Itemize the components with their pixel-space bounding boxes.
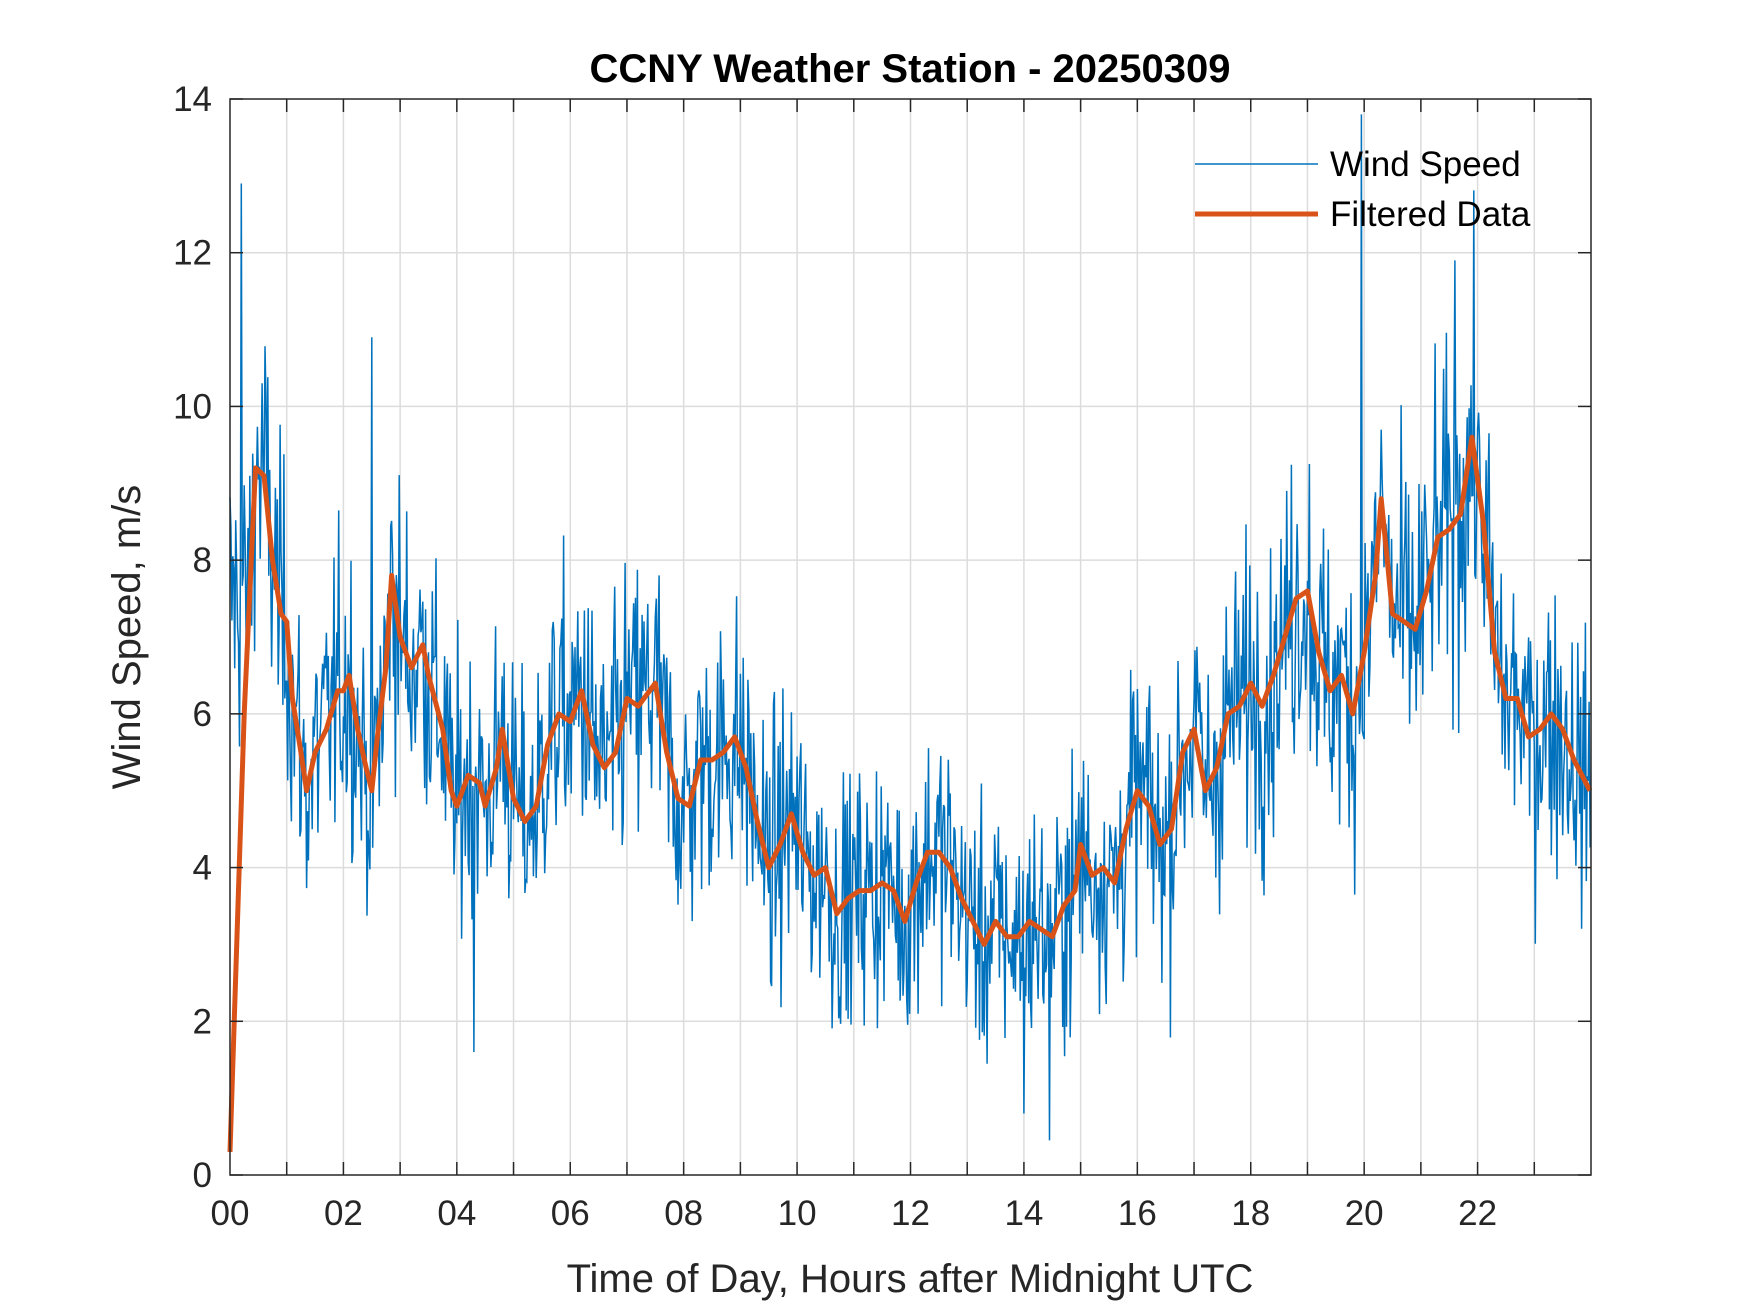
y-tick-label: 8: [193, 541, 212, 580]
x-tick-label: 06: [551, 1194, 590, 1233]
x-tick-label: 10: [778, 1194, 817, 1233]
y-tick-label: 14: [173, 80, 212, 119]
wind-speed-series: [229, 114, 1591, 1141]
x-tick-label: 22: [1458, 1194, 1497, 1233]
x-tick-label: 18: [1231, 1194, 1270, 1233]
x-axis-label: Time of Day, Hours after Midnight UTC: [567, 1257, 1254, 1301]
y-tick-label: 10: [173, 387, 212, 426]
y-tick-label: 6: [193, 695, 212, 734]
x-tick-label: 16: [1118, 1194, 1157, 1233]
x-tick-label: 14: [1004, 1194, 1043, 1233]
y-tick-label: 2: [193, 1002, 212, 1041]
x-tick-label: 00: [211, 1194, 250, 1233]
y-tick-label: 4: [193, 849, 212, 888]
y-axis-label: Wind Speed, m/s: [105, 485, 149, 790]
x-tick-label: 04: [437, 1194, 476, 1233]
legend-filtered-data-label: Filtered Data: [1330, 195, 1531, 234]
filtered-data-line: [227, 434, 1593, 1152]
filtered-data-series: [227, 434, 1593, 1152]
legend-wind-speed-label: Wind Speed: [1330, 145, 1521, 184]
wind-speed-line: [229, 114, 1591, 1141]
y-tick-label: 12: [173, 234, 212, 273]
x-tick-label: 12: [891, 1194, 930, 1233]
x-tick-label: 08: [664, 1194, 703, 1233]
x-tick-label: 20: [1345, 1194, 1384, 1233]
y-tick-label: 0: [193, 1156, 212, 1195]
legend: Wind Speed Filtered Data: [1195, 145, 1531, 234]
chart-title: CCNY Weather Station - 20250309: [590, 47, 1231, 91]
x-tick-label: 02: [324, 1194, 363, 1233]
